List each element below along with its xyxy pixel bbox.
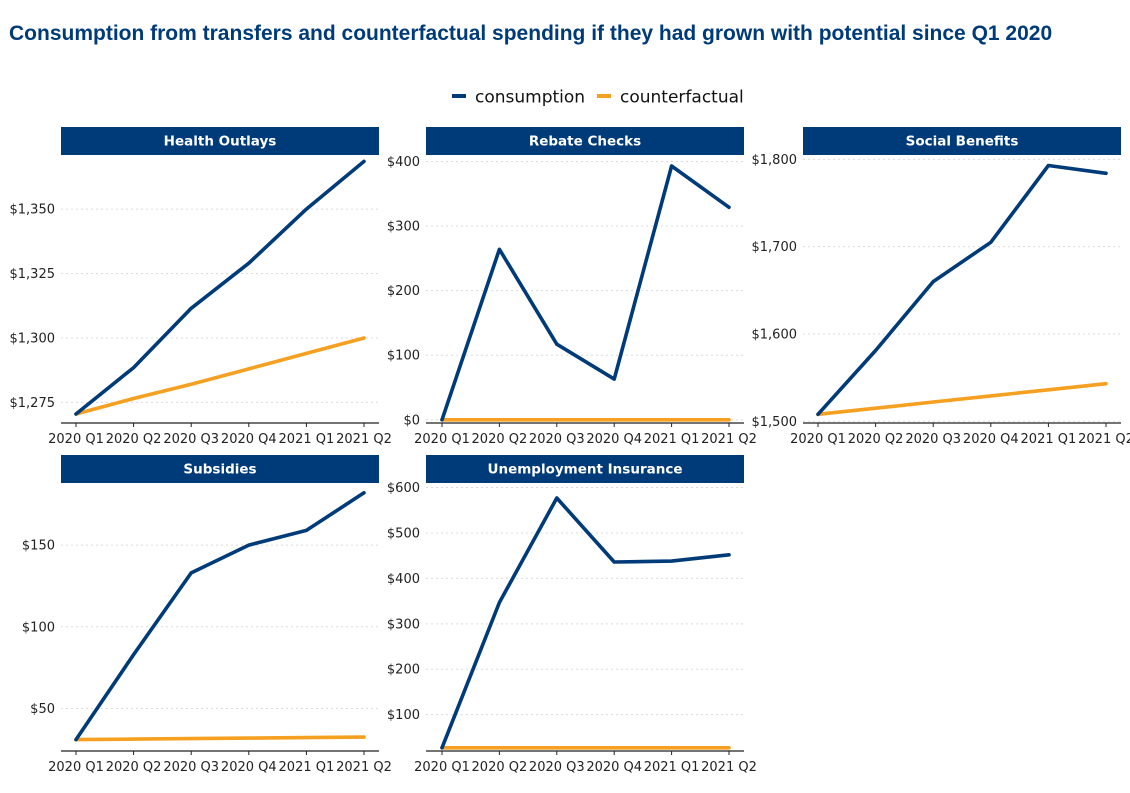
panel-social-benefits: Social Benefits $1,500 $1,600 $1,700 $1,800 2… [752, 127, 1130, 447]
panel-title-rebate-checks: Rebate Checks [529, 134, 641, 150]
x-tick-label-unemployment-insurance: 2021 Q2 [701, 760, 757, 775]
y-tick-label-unemployment-insurance: $500 [387, 526, 420, 541]
y-tick-label-rebate-checks: $100 [387, 349, 420, 364]
y-tick-label-health-outlays: $1,325 [10, 267, 56, 282]
x-tick-label-rebate-checks: 2020 Q1 [414, 432, 470, 447]
x-tick-label-rebate-checks: 2021 Q2 [701, 432, 757, 447]
y-tick-label-unemployment-insurance: $400 [387, 572, 420, 587]
y-tick-label-health-outlays: $1,300 [10, 331, 56, 346]
series-line-consumption-social-benefits [816, 163, 1108, 417]
x-tick-label-rebate-checks: 2020 Q3 [529, 432, 585, 447]
panel-strip-subsidies [61, 455, 379, 483]
x-tick-label-subsidies: 2020 Q4 [221, 760, 277, 775]
x-tick-label-health-outlays: 2020 Q3 [163, 432, 219, 447]
x-tick-label-social-benefits: 2020 Q1 [790, 432, 846, 447]
legend-label-consumption: consumption [475, 88, 585, 108]
y-tick-label-unemployment-insurance: $100 [387, 708, 420, 723]
x-tick-label-subsidies: 2021 Q2 [336, 760, 392, 775]
y-tick-label-social-benefits: $1,800 [752, 153, 798, 168]
series-line-consumption-rebate-checks [440, 164, 731, 422]
y-tick-label-health-outlays: $1,275 [10, 396, 56, 411]
x-tick-label-social-benefits: 2021 Q2 [1078, 432, 1130, 447]
y-tick-label-subsidies: $100 [22, 620, 55, 635]
panel-strip-rebate-checks [426, 127, 744, 155]
x-tick-label-social-benefits: 2020 Q3 [905, 432, 961, 447]
y-tick-label-rebate-checks: $400 [387, 155, 420, 170]
series-line-counterfactual-social-benefits [816, 381, 1108, 417]
series-line-counterfactual-health-outlays [74, 336, 366, 416]
panel-strip-health-outlays [61, 127, 379, 155]
panel-title-social-benefits: Social Benefits [906, 134, 1019, 150]
x-tick-label-rebate-checks: 2020 Q2 [472, 432, 528, 447]
panel-strip-social-benefits [803, 127, 1121, 155]
y-tick-label-social-benefits: $1,500 [752, 415, 798, 430]
x-tick-label-subsidies: 2020 Q2 [106, 760, 162, 775]
y-tick-label-unemployment-insurance: $200 [387, 663, 420, 678]
panel-unemployment-insurance: Unemployment Insurance $100 $200 $300 $400 $5… [387, 455, 757, 775]
series-line-consumption-unemployment-insurance [440, 496, 731, 750]
panel-strip-unemployment-insurance [426, 455, 744, 483]
x-tick-label-social-benefits: 2020 Q4 [963, 432, 1019, 447]
x-tick-label-health-outlays: 2020 Q4 [221, 432, 277, 447]
y-tick-label-health-outlays: $1,350 [10, 203, 56, 218]
x-tick-label-unemployment-insurance: 2020 Q1 [414, 760, 470, 775]
x-tick-label-unemployment-insurance: 2020 Q3 [529, 760, 585, 775]
series-line-consumption-subsidies [74, 490, 366, 742]
x-tick-label-subsidies: 2020 Q3 [163, 760, 219, 775]
x-tick-label-health-outlays: 2020 Q1 [48, 432, 104, 447]
x-tick-label-unemployment-insurance: 2020 Q2 [472, 760, 528, 775]
series-line-counterfactual-subsidies [74, 735, 366, 742]
panel-title-health-outlays: Health Outlays [164, 134, 277, 150]
panel-title-unemployment-insurance: Unemployment Insurance [488, 462, 683, 478]
y-tick-label-rebate-checks: $300 [387, 220, 420, 235]
panel-title-subsidies: Subsidies [183, 462, 256, 478]
y-tick-label-unemployment-insurance: $300 [387, 617, 420, 632]
x-tick-label-rebate-checks: 2020 Q4 [586, 432, 642, 447]
panel-health-outlays: Health Outlays $1,275 $1,300 $1,325 $1,350 20… [10, 127, 392, 447]
x-tick-label-subsidies: 2020 Q1 [48, 760, 104, 775]
legend: consumption counterfactual [452, 88, 744, 108]
legend-label-counterfactual: counterfactual [620, 88, 744, 108]
x-tick-label-unemployment-insurance: 2021 Q1 [644, 760, 700, 775]
x-tick-label-unemployment-insurance: 2020 Q4 [586, 760, 642, 775]
y-tick-label-social-benefits: $1,600 [752, 327, 798, 342]
chart-title: Consumption from transfers and counterfa… [9, 22, 1053, 45]
x-tick-label-health-outlays: 2021 Q1 [279, 432, 335, 447]
x-tick-label-social-benefits: 2021 Q1 [1021, 432, 1077, 447]
x-tick-label-health-outlays: 2020 Q2 [106, 432, 162, 447]
y-tick-label-rebate-checks: $200 [387, 284, 420, 299]
y-tick-label-subsidies: $150 [22, 539, 55, 554]
y-tick-label-unemployment-insurance: $600 [387, 481, 420, 496]
x-tick-label-subsidies: 2021 Q1 [279, 760, 335, 775]
y-tick-label-rebate-checks: $0 [403, 413, 420, 428]
y-tick-label-subsidies: $50 [30, 702, 55, 717]
x-tick-label-rebate-checks: 2021 Q1 [644, 432, 700, 447]
x-tick-label-social-benefits: 2020 Q2 [848, 432, 904, 447]
y-tick-label-social-benefits: $1,700 [752, 240, 798, 255]
series-line-consumption-health-outlays [74, 159, 366, 416]
x-tick-label-health-outlays: 2021 Q2 [336, 432, 392, 447]
